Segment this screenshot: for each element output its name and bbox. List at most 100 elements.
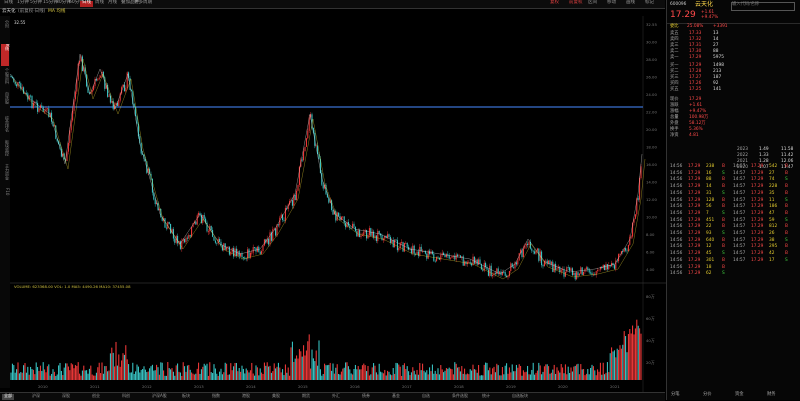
market-tab[interactable]: 外汇	[332, 393, 340, 398]
market-tab[interactable]: 自选板块	[512, 393, 528, 398]
toolbar-item[interactable]: 60分钟	[69, 0, 84, 5]
toolbar-item[interactable]: 1分钟	[17, 0, 29, 5]
tick-time: 14:57	[733, 217, 746, 223]
toolbar-item[interactable]: 日线	[80, 0, 93, 7]
volume-bar	[338, 373, 340, 380]
market-tab[interactable]: 沪深	[32, 393, 40, 398]
tick-side: B	[722, 177, 725, 183]
price-axis-label: 26.00	[646, 75, 657, 80]
toolbar-right-item[interactable]: 移动	[607, 0, 616, 5]
volume-axis-label: 80万	[646, 294, 655, 299]
volume-bar	[636, 319, 638, 380]
market-tab[interactable]: 自选	[422, 393, 430, 398]
toolbar-right-item[interactable]: 画线	[626, 0, 635, 5]
volume-bar	[543, 366, 545, 380]
candle-body	[613, 265, 615, 269]
toolbar-item[interactable]: 月线	[108, 0, 117, 5]
volume-bar	[553, 364, 555, 380]
volume-bar	[90, 365, 92, 380]
panel-tab[interactable]: 财务	[767, 392, 776, 397]
volume-bar	[87, 373, 89, 380]
sidebar-item[interactable]: 主力资金	[5, 164, 10, 180]
volume-bar	[114, 366, 116, 380]
candle-body	[531, 248, 533, 251]
market-tab[interactable]: 期货	[302, 393, 310, 398]
tick-volume: 12	[706, 244, 712, 250]
candle-body	[175, 235, 177, 243]
toolbar-item[interactable]: 30分钟	[56, 0, 71, 5]
tick-volume: 93	[706, 231, 712, 236]
toolbar-item[interactable]: 5分钟	[30, 0, 42, 5]
candle-body	[578, 273, 580, 276]
candle-body	[514, 262, 516, 269]
toolbar-item[interactable]: 周线	[95, 0, 104, 5]
tick-volume: 17	[769, 257, 775, 263]
sidebar-item[interactable]: 板块监控	[5, 140, 10, 156]
volume-bar	[224, 362, 226, 380]
sidebar-item[interactable]: 综合排名	[5, 116, 10, 132]
market-tab[interactable]: 沪深A股	[152, 393, 167, 398]
sidebar-item[interactable]: K线	[1, 44, 10, 66]
sidebar-item[interactable]: F10	[5, 188, 10, 196]
volume-bar	[51, 373, 53, 380]
market-tab[interactable]: 指数	[212, 393, 220, 398]
tick-price: 17.29	[688, 170, 701, 176]
candle-body	[262, 245, 264, 251]
market-tab[interactable]: 港股	[242, 393, 250, 398]
volume-bar	[424, 372, 426, 380]
sidebar-item[interactable]: 自选股	[5, 92, 10, 104]
toolbar-right-item[interactable]: 复权	[550, 0, 559, 5]
ask-label: 卖一	[670, 55, 679, 60]
volume-bar	[487, 370, 489, 380]
tick-price: 17.29	[751, 197, 764, 203]
candle-body	[315, 145, 317, 147]
tick-side: S	[785, 237, 788, 243]
volume-bar	[238, 368, 240, 380]
toolbar-item[interactable]: 更多周期	[134, 0, 152, 5]
sidebar-item[interactable]: 个股资料	[5, 68, 10, 84]
market-tab[interactable]: 创业	[92, 393, 100, 398]
toolbar-right-item[interactable]: 标记	[645, 0, 654, 5]
tick-volume: 62	[706, 271, 712, 277]
price-axis-label: 22.00	[646, 110, 657, 115]
tick-side: S	[785, 217, 788, 223]
kline-chart[interactable]: 32.55 30.00 28.00 26.00 24.00 22.00 20.00 18.00…	[10, 16, 666, 392]
volume-bar	[199, 373, 201, 380]
tick-side: B	[785, 224, 788, 230]
tick-time: 14:57	[733, 170, 746, 176]
panel-tab[interactable]: 资金	[735, 392, 744, 397]
market-tab[interactable]: 深股	[62, 393, 70, 398]
market-tab[interactable]: 基金	[392, 393, 400, 398]
volume-bar	[538, 362, 540, 380]
market-tab[interactable]: 债券	[362, 393, 370, 398]
volume-bar	[58, 365, 60, 380]
volume-bar	[590, 367, 592, 380]
candle-body	[597, 270, 599, 272]
market-tab[interactable]: 板块	[182, 393, 190, 398]
candle-body	[510, 263, 512, 271]
volume-bar	[413, 370, 415, 380]
search-input[interactable]: 输入代码/名称	[731, 2, 795, 11]
candle-body	[21, 87, 23, 89]
volume-bar	[399, 366, 401, 380]
panel-tab[interactable]: 分价	[703, 392, 712, 397]
volume-bar	[328, 364, 330, 380]
toolbar-item[interactable]: 叠加品种	[121, 0, 139, 5]
candle-body	[371, 231, 373, 236]
sidebar-item[interactable]: 分时	[5, 20, 10, 28]
market-tab[interactable]: 条件选股	[452, 393, 468, 398]
toolbar-right-item[interactable]: 前复权	[569, 0, 583, 5]
tick-volume: 45	[706, 251, 712, 257]
candle-body	[116, 102, 118, 106]
toolbar-item[interactable]: 15分钟	[43, 0, 58, 5]
toolbar-item[interactable]: 日线	[4, 0, 13, 5]
market-tab[interactable]: 全部	[2, 393, 14, 400]
volume-bar	[619, 345, 621, 380]
candle-body	[119, 93, 121, 101]
tick-time: 14:57	[733, 210, 746, 216]
market-tab[interactable]: 统计	[482, 393, 490, 398]
toolbar-right-item[interactable]: 区间	[588, 0, 597, 5]
market-tab[interactable]: 美股	[272, 393, 280, 398]
panel-tab[interactable]: 分笔	[671, 392, 680, 397]
market-tab[interactable]: 科创	[122, 393, 130, 398]
